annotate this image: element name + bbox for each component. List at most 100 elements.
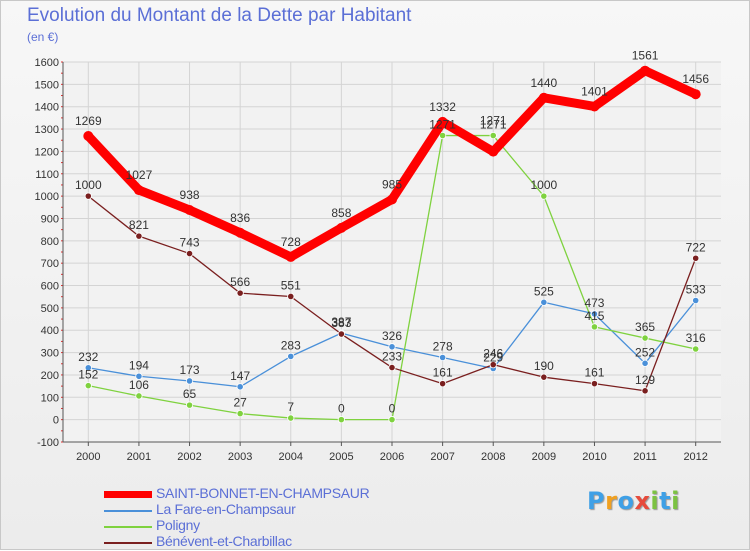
data-label: 194 [129,358,149,372]
data-label: 722 [686,240,706,254]
data-label: 985 [382,177,402,191]
data-label: 278 [433,340,453,354]
data-point [388,416,396,424]
legend-swatch [104,510,152,512]
data-label: 743 [180,236,200,250]
data-label: 1401 [581,84,608,98]
data-label: 1027 [126,168,153,182]
data-label: 106 [129,378,149,392]
data-label: 836 [230,211,250,225]
x-tick-label: 2006 [380,451,404,463]
data-point [540,373,548,381]
y-tick-label: 400 [41,325,59,337]
y-tick-label: 100 [41,392,59,404]
legend-label: La Fare-en-Champsaur [156,501,296,517]
data-point [590,310,599,318]
data-label: 0 [338,402,345,416]
data-point [135,232,143,240]
data-point [640,65,651,76]
data-label: 1271 [480,118,507,132]
data-point [337,416,345,424]
x-tick-label: 2007 [430,451,454,463]
data-point [692,296,700,305]
logo-letter: o [617,487,635,515]
data-point [236,289,244,297]
data-label: 0 [389,402,396,416]
chart-title: Evolution du Montant de la Dette par Hab… [27,5,412,26]
y-tick-label: 1500 [35,79,59,91]
data-label: 316 [686,331,706,345]
data-label: 190 [534,359,554,373]
x-tick-label: 2009 [532,451,556,463]
data-point [387,194,397,205]
data-label: 1561 [632,49,659,63]
data-point [185,401,194,409]
x-tick-label: 2008 [481,451,505,463]
x-tick-label: 2000 [76,451,100,463]
logo-letter: t [659,487,672,515]
y-tick-label: 1200 [35,146,59,158]
y-tick-label: -100 [37,437,59,449]
data-point [133,185,144,196]
data-point [337,330,345,338]
logo-letter: i [650,487,660,515]
data-label: 533 [686,283,706,297]
y-tick-label: 1400 [35,102,59,114]
data-point [540,298,548,306]
data-point [184,204,195,215]
legend-label: Poligny [156,517,200,533]
y-tick-label: 800 [41,236,59,248]
data-point [336,222,347,233]
data-point [489,361,497,369]
data-point [83,130,94,141]
data-point [437,116,448,127]
data-point [185,377,194,385]
data-label: 246 [483,347,503,361]
data-point [287,352,295,360]
data-point [439,131,447,140]
x-tick-label: 2001 [127,451,151,463]
y-tick-label: 500 [41,303,59,315]
data-label: 283 [281,338,301,352]
y-tick-label: 600 [41,281,59,293]
data-label: 129 [635,373,655,387]
data-point [235,227,246,238]
data-point [692,345,700,353]
x-tick-label: 2005 [329,451,353,463]
data-label: 1440 [530,76,557,90]
data-label: 1271 [480,114,507,128]
data-label: 147 [230,369,250,383]
x-tick-label: 2002 [177,451,201,463]
data-point [388,363,396,372]
data-label: 1456 [682,72,709,86]
data-point [489,131,497,140]
data-label: 229 [483,350,503,364]
x-tick-label: 2004 [279,451,303,463]
logo-letter: P [587,487,606,515]
data-label: 252 [635,345,655,359]
data-label: 1000 [530,178,557,192]
data-label: 821 [129,218,149,232]
data-label: 858 [331,206,351,220]
data-label: 365 [635,320,655,334]
data-point [538,92,549,103]
y-tick-label: 1100 [35,169,59,181]
data-label: 415 [584,309,604,323]
data-point [84,382,92,390]
data-label: 173 [180,363,200,377]
chart-subtitle: (en €) [27,30,59,44]
x-tick-label: 2011 [633,451,657,463]
logo-letter: r [605,487,618,515]
data-label: 938 [180,188,200,202]
data-point [540,192,548,200]
y-tick-label: 0 [53,415,59,427]
data-point [285,251,296,262]
proxiti-logo: Proxiti [587,487,680,515]
data-label: 65 [183,387,197,401]
data-point [590,323,599,331]
data-label: 161 [433,366,453,380]
data-label: 387 [331,315,351,329]
data-label: 1000 [75,178,102,192]
y-tick-label: 900 [41,213,59,225]
